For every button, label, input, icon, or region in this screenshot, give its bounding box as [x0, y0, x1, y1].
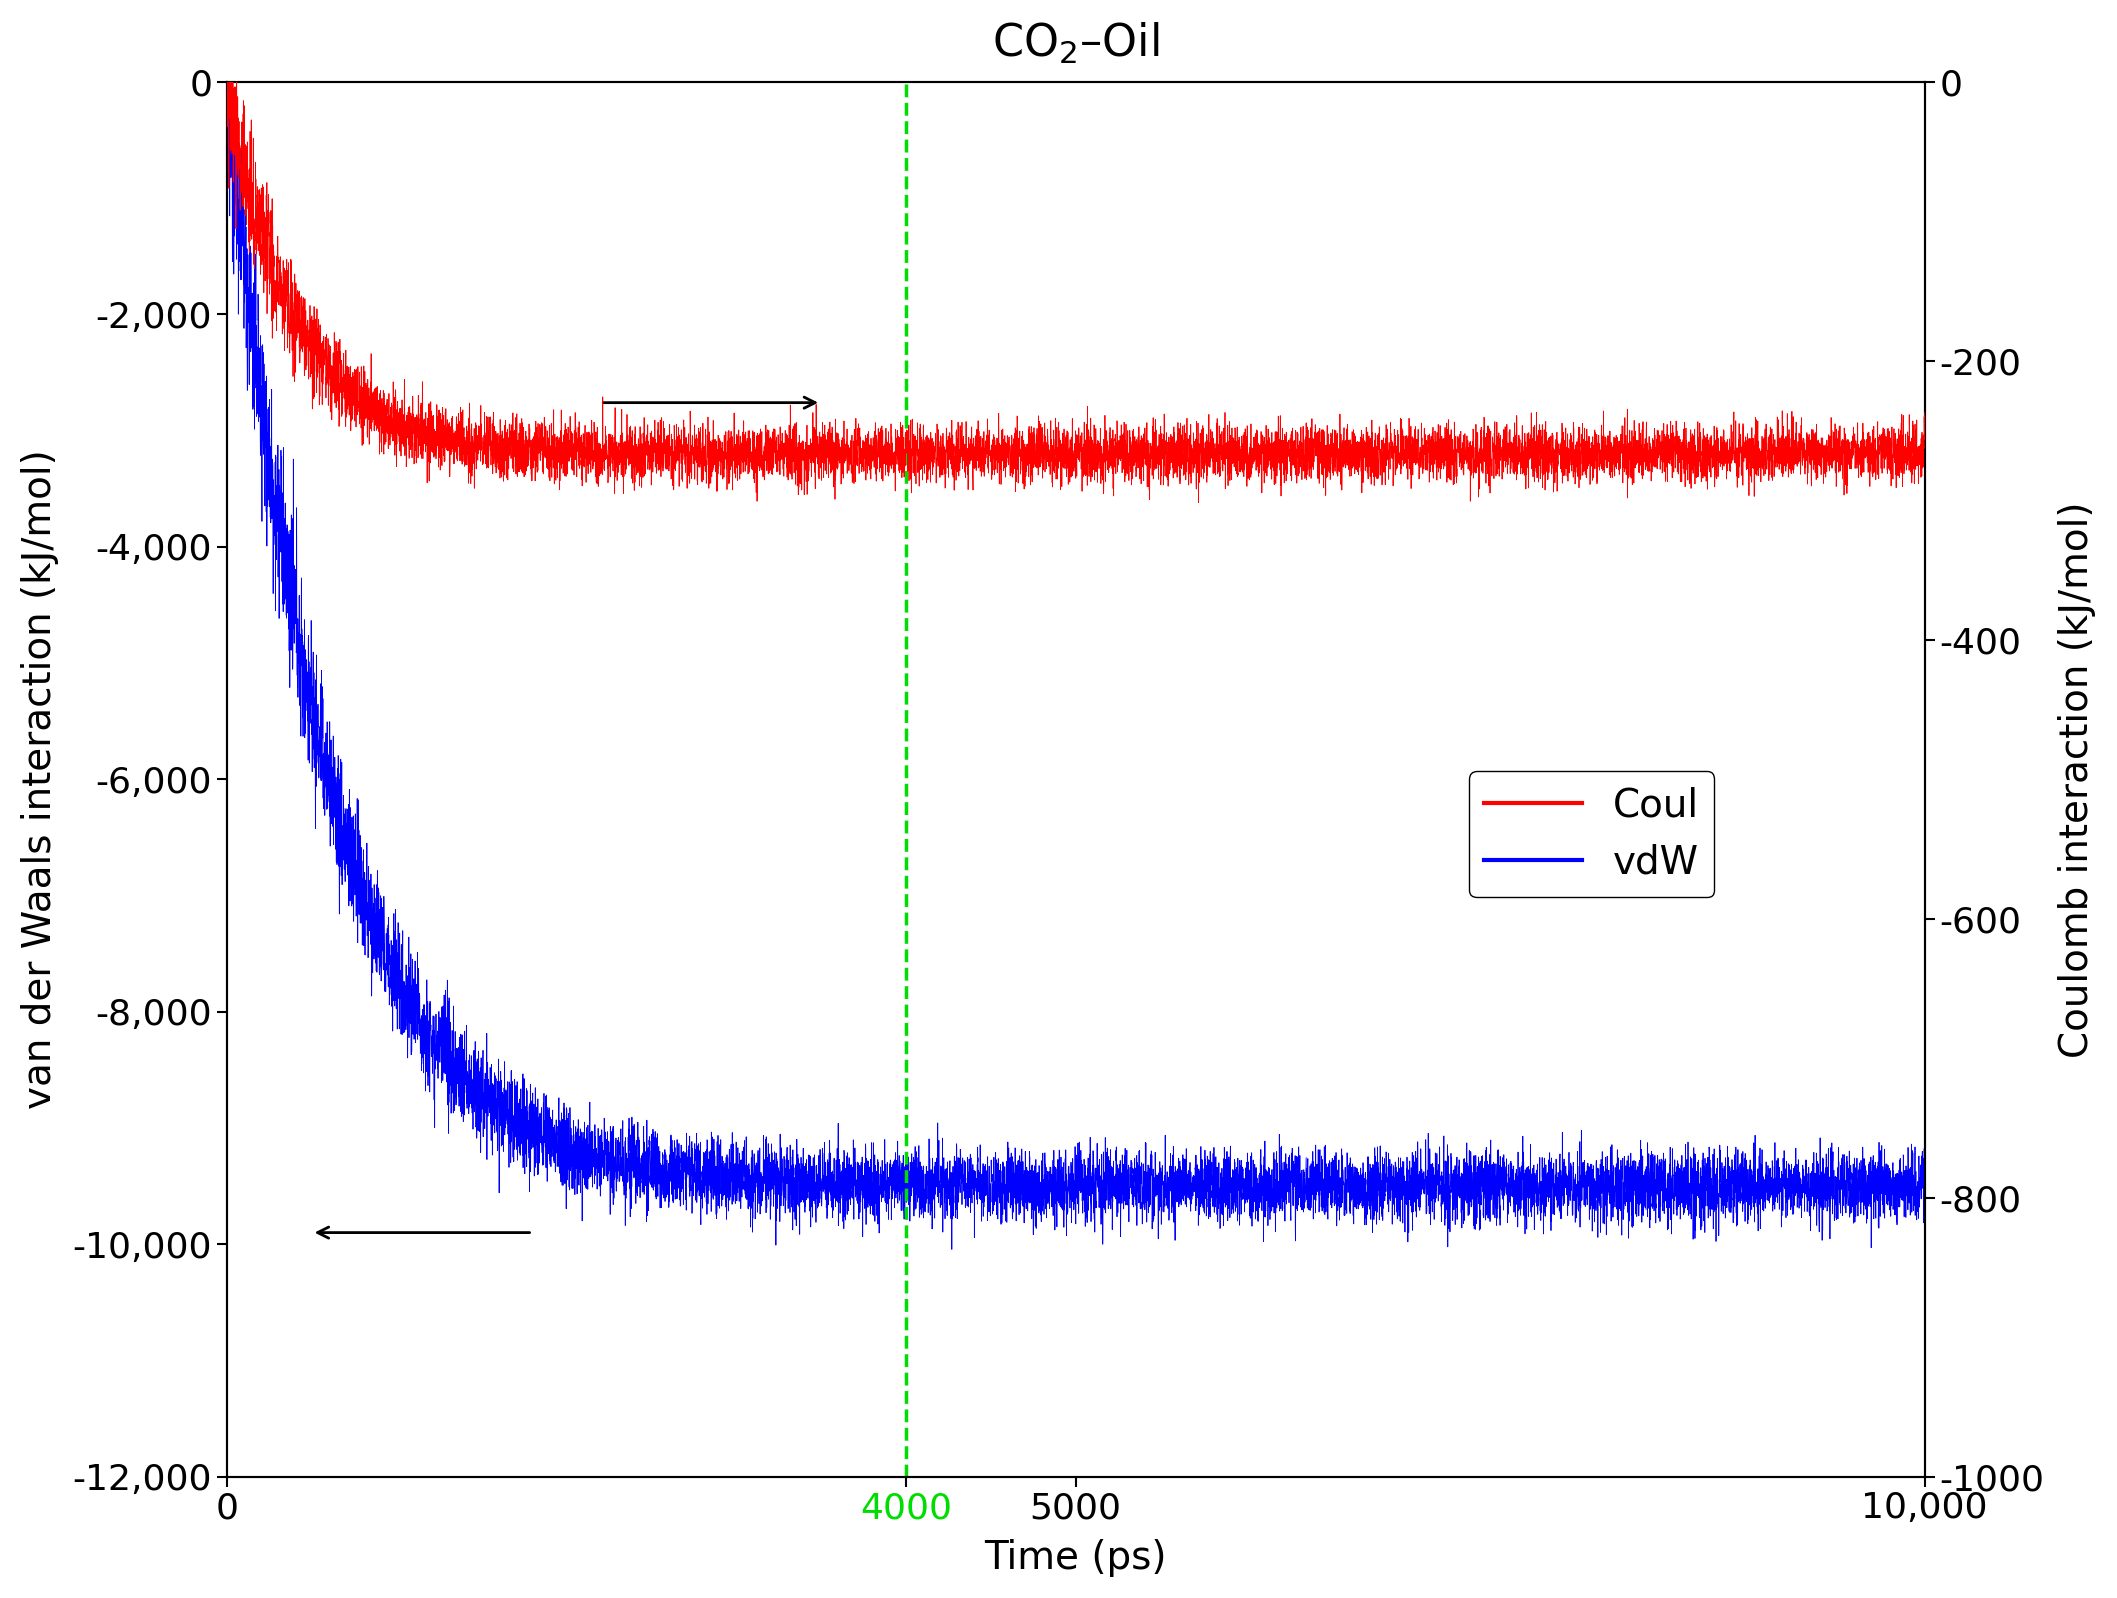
Title: CO$_2$–Oil: CO$_2$–Oil [993, 21, 1160, 66]
X-axis label: Time (ps): Time (ps) [984, 1539, 1166, 1577]
Legend: Coul, vdW: Coul, vdW [1469, 770, 1715, 898]
Y-axis label: Coulomb interaction (kJ/mol): Coulomb interaction (kJ/mol) [2058, 502, 2096, 1058]
Y-axis label: van der Waals interaction (kJ/mol): van der Waals interaction (kJ/mol) [21, 449, 59, 1109]
